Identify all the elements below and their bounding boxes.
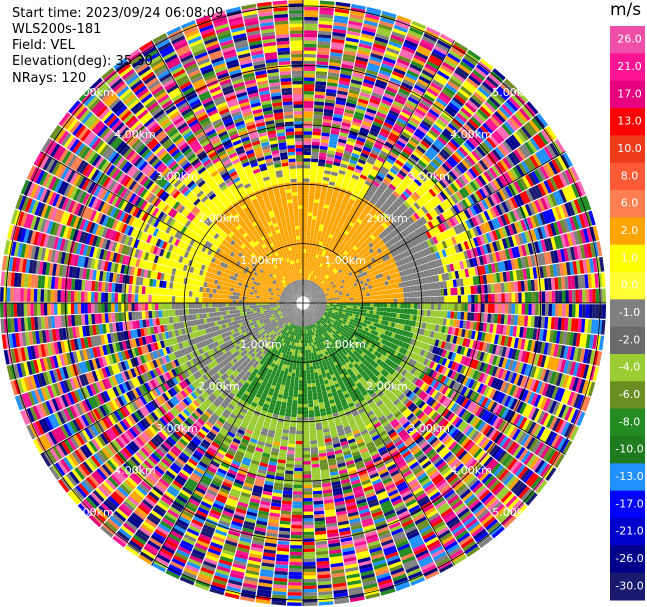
ring-label-4km: 4.00km <box>450 128 492 141</box>
colorbar-tick-label: -8.0 <box>619 415 640 428</box>
ring-label-4km: 4.00km <box>450 464 492 477</box>
ring-label-5km: 5.00km <box>492 506 534 519</box>
colorbar-tick-label: -17.0 <box>615 497 643 510</box>
ring-label-1km: 1.00km <box>324 254 366 267</box>
spoke-330 <box>354 332 566 455</box>
colorbar-tick-label: 2.0 <box>621 224 639 237</box>
colorbar-tick-label: 21.0 <box>617 60 642 73</box>
colorbar-segment <box>610 108 645 136</box>
colorbar-segment <box>610 408 645 437</box>
ring-label-2km: 2.00km <box>366 212 408 225</box>
field-label: Field: VEL <box>12 38 75 53</box>
ring-label-1km: 1.00km <box>240 254 282 267</box>
spoke-150 <box>40 151 252 274</box>
colorbar-tick-label: -21.0 <box>615 525 643 538</box>
ring-label-5km: 5.00km <box>72 86 114 99</box>
colorbar-segment <box>610 354 645 382</box>
spoke-120 <box>151 40 274 252</box>
colorbar-tick-label: -4.0 <box>619 361 640 374</box>
colorbar-segment <box>610 463 645 492</box>
colorbar-tick-label: 6.0 <box>621 197 639 210</box>
spoke-30 <box>354 151 566 274</box>
ring-label-3km: 3.00km <box>156 422 198 435</box>
colorbar-tick-label: 26.0 <box>617 33 642 46</box>
colorbar-tick-label: -2.0 <box>619 333 640 346</box>
ring-label-3km: 3.00km <box>156 170 198 183</box>
spoke-210 <box>40 332 252 455</box>
colorbar-tick-label: 13.0 <box>617 115 642 128</box>
colorbar-tick-label: 17.0 <box>617 87 642 100</box>
colorbar-tick-label: -30.0 <box>615 579 643 592</box>
ring-label-3km: 3.00km <box>408 422 450 435</box>
colorbar-segment <box>610 490 645 519</box>
colorbar-tick-label: -6.0 <box>619 388 640 401</box>
colorbar-segment <box>610 518 645 546</box>
colorbar-segment <box>610 244 645 273</box>
colorbar-segment <box>610 381 645 410</box>
colorbar-tick-label: -1.0 <box>619 306 640 319</box>
colorbar-segment <box>610 572 645 601</box>
spoke-300 <box>332 354 455 566</box>
elevation-label: Elevation(deg): 35.30 <box>12 54 153 69</box>
colorbar-segment <box>610 299 645 328</box>
colorbar-segment <box>610 217 645 246</box>
colorbar-segment <box>610 26 645 54</box>
azimuth-spokes <box>0 0 606 606</box>
colorbar-tick-label: 0.0 <box>621 279 639 292</box>
colorbar: 26.0 21.0 17.0 13.0 10.0 8.0 6.0 2.0 1.0 0.0 -1.0 -… <box>610 26 645 601</box>
colorbar-segment <box>610 80 645 109</box>
colorbar-segment <box>610 135 645 164</box>
colorbar-segment <box>610 162 645 191</box>
colorbar-tick-label: 1.0 <box>621 251 639 264</box>
colorbar-segment <box>610 436 645 464</box>
nrays-label: NRays: 120 <box>12 71 87 86</box>
ring-label-4km: 4.00km <box>114 128 156 141</box>
colorbar-segment <box>610 53 645 82</box>
ring-label-4km: 4.00km <box>114 464 156 477</box>
ring-label-5km: 5.00km <box>72 506 114 519</box>
ring-label-2km: 2.00km <box>366 380 408 393</box>
colorbar-tick-label: -10.0 <box>615 443 643 456</box>
colorbar-segment <box>610 272 645 300</box>
ring-label-2km: 2.00km <box>198 380 240 393</box>
colorbar-segment <box>610 326 645 355</box>
colorbar-tick-label: 10.0 <box>617 142 642 155</box>
ring-label-5km: 5.00km <box>492 86 534 99</box>
colorbar-segment <box>610 190 645 218</box>
colorbar-segment <box>610 545 645 574</box>
instrument-label: WLS200s-181 <box>12 22 102 37</box>
spoke-240 <box>151 354 274 566</box>
colorbar-tick-label: -26.0 <box>615 552 643 565</box>
colorbar-tick-label: 8.0 <box>621 169 639 182</box>
ring-label-1km: 1.00km <box>324 338 366 351</box>
colorbar-units: m/s <box>610 0 642 20</box>
velocity-gates <box>0 0 606 606</box>
ring-label-1km: 1.00km <box>240 338 282 351</box>
ring-label-3km: 3.00km <box>408 170 450 183</box>
colorbar-tick-label: -13.0 <box>615 470 643 483</box>
start-time-label: Start time: 2023/09/24 06:08:09 <box>12 6 224 21</box>
spoke-60 <box>332 40 455 252</box>
ring-label-2km: 2.00km <box>198 212 240 225</box>
